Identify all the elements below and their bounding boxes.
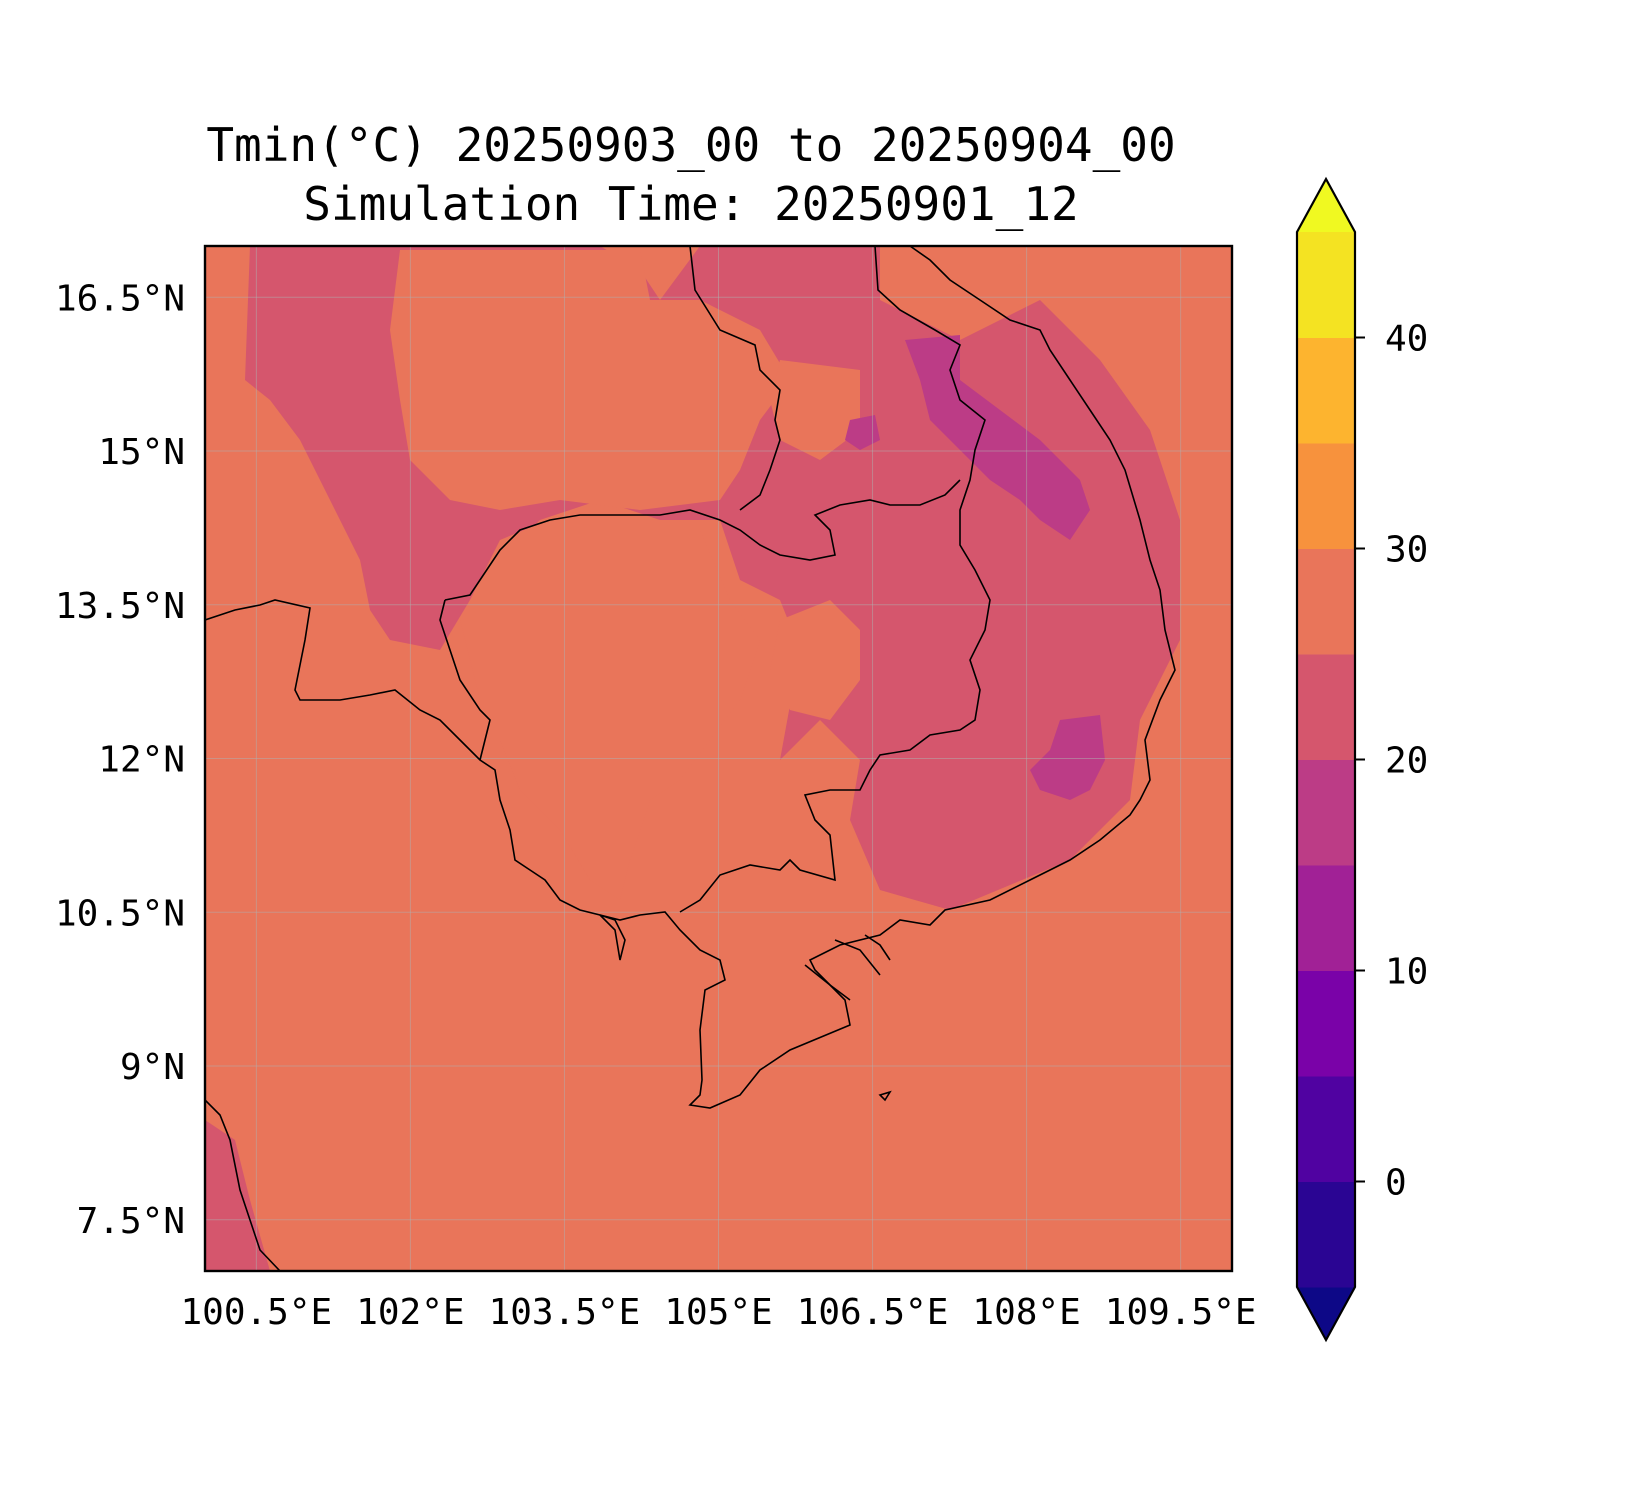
field-zone-east-orange <box>770 360 860 460</box>
y-tick-label-6: 7.5°N <box>77 1201 185 1242</box>
x-tick-label-3: 105°E <box>664 1292 772 1333</box>
x-tick-label-0: 100.5°E <box>180 1292 332 1333</box>
colorbar-extend-over <box>1297 179 1355 232</box>
x-tick-label-2: 103.5°E <box>489 1292 641 1333</box>
y-tick-label-0: 16.5°N <box>55 278 185 319</box>
colorbar-extend-under <box>1297 1287 1355 1340</box>
island-con-dao <box>878 1090 892 1102</box>
colorbar-band-6 <box>1297 548 1355 655</box>
colorbar-outline <box>1295 176 1357 1343</box>
gridlines <box>205 246 1232 1271</box>
field-zone-annamite <box>905 335 1090 540</box>
colorbar-band-3 <box>1297 865 1355 971</box>
field-zone-small-high <box>845 415 880 450</box>
colorbar-tick-label-0: 0 <box>1385 1163 1407 1204</box>
colorbar-band-0 <box>1297 1181 1355 1288</box>
map-subtitle: Simulation Time: 20250901_12 <box>303 177 1079 231</box>
y-tick-label-4: 10.5°N <box>55 893 185 934</box>
colorbar-tick-label-2: 20 <box>1385 741 1428 782</box>
mekong-delta-1 <box>804 964 851 1001</box>
colorbar-band-8 <box>1297 337 1355 444</box>
mekong-delta-3 <box>864 934 891 961</box>
field-zone-highlands <box>1030 715 1105 800</box>
coastlines-borders <box>205 246 1176 1271</box>
border-laos-thailand <box>689 246 781 511</box>
colorbar-tick-label-4: 40 <box>1385 319 1428 360</box>
x-tick-label-6: 109.5°E <box>1105 1292 1257 1333</box>
colorbar-tick-label-1: 10 <box>1385 952 1428 993</box>
y-tick-label-5: 9°N <box>120 1047 185 1088</box>
x-tick-label-5: 108°E <box>972 1292 1080 1333</box>
map-title: Tmin(°C) 20250903_00 to 20250904_00 <box>206 118 1176 172</box>
y-tick-label-3: 12°N <box>98 740 185 781</box>
colorbar-band-1 <box>1297 1076 1355 1182</box>
colorbar: 0 10 20 30 40 <box>1295 176 1428 1343</box>
field-zone-thailand-plateau <box>390 250 790 510</box>
y-tick-label-1: 15°N <box>98 432 185 473</box>
border-laos-vietnam <box>679 246 991 913</box>
island-phu-quoc <box>599 914 626 961</box>
coastline-west-peninsula <box>205 1099 281 1271</box>
mekong-delta-2 <box>834 939 881 976</box>
y-axis: 16.5°N 15°N 13.5°N 12°N 10.5°N 9°N 7.5°N <box>55 278 185 1242</box>
coastline-thailand-gulf <box>205 246 1176 1109</box>
x-axis: 100.5°E 102°E 103.5°E 105°E 106.5°E 108°E 109.… <box>180 1292 1256 1333</box>
field-zone-cambodia-plain <box>460 515 760 900</box>
colorbar-band-5 <box>1297 654 1355 760</box>
y-tick-label-2: 13.5°N <box>55 586 185 627</box>
colorbar-band-4 <box>1297 759 1355 866</box>
colorbar-band-7 <box>1297 443 1355 549</box>
x-tick-label-4: 106.5°E <box>797 1292 949 1333</box>
border-cambodia-west <box>439 599 491 761</box>
x-tick-label-1: 102°E <box>356 1292 464 1333</box>
colorbar-band-2 <box>1297 970 1355 1077</box>
colorbar-band-9 <box>1297 232 1355 338</box>
field-zone-central-orange <box>770 600 860 720</box>
colorbar-tick-label-3: 30 <box>1385 530 1428 571</box>
border-thailand-cambodia <box>444 479 961 601</box>
map-frame <box>203 244 1234 1273</box>
